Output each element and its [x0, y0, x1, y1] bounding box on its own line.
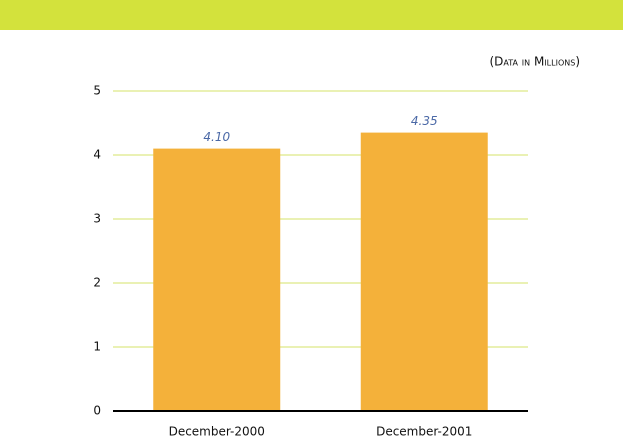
- y-tick-label: 2: [93, 276, 101, 290]
- bar: [360, 132, 488, 411]
- header-band: [0, 0, 623, 30]
- chart-subtitle: (Data in Millions): [489, 55, 580, 69]
- value-label: 4.35: [411, 114, 438, 128]
- y-tick-label: 5: [93, 84, 101, 98]
- y-tick-label: 4: [93, 148, 101, 162]
- bar: [153, 148, 281, 411]
- y-tick-label: 0: [93, 404, 101, 418]
- y-tick-label: 3: [93, 212, 101, 226]
- x-tick-label: December-2001: [376, 425, 472, 439]
- x-tick-label: December-2000: [169, 425, 265, 439]
- value-label: 4.10: [203, 130, 230, 144]
- y-tick-label: 1: [93, 340, 101, 354]
